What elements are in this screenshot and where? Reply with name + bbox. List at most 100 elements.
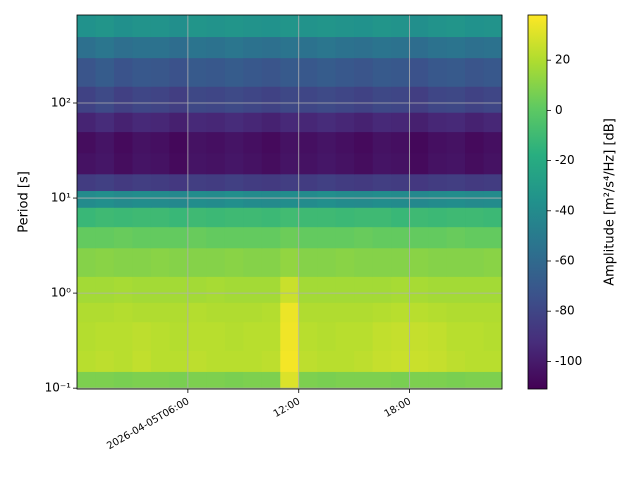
heat-cell: [409, 350, 429, 372]
heat-cell: [95, 86, 115, 113]
colorbar-tick-label: -60: [555, 253, 575, 267]
heat-cell: [150, 131, 170, 154]
heat-cell: [77, 57, 96, 87]
heat-cell: [261, 247, 281, 277]
heat-cell: [409, 371, 429, 390]
heat-cell: [483, 350, 503, 372]
heat-cell: [335, 86, 355, 113]
heat-cell: [354, 371, 374, 390]
heat-cell: [95, 350, 115, 372]
heat-cell: [150, 36, 170, 59]
heat-cell: [317, 350, 337, 372]
heat-cell: [243, 36, 263, 59]
heat-cell: [77, 276, 96, 303]
heat-cell: [317, 36, 337, 59]
heat-cell: [280, 152, 300, 175]
heat-cell: [335, 190, 355, 208]
heat-cell: [206, 371, 226, 390]
heat-cell: [187, 152, 207, 175]
heat-cell: [428, 350, 448, 372]
heat-cell: [132, 112, 152, 133]
heat-cell: [169, 207, 189, 228]
y-tick-label: 10²: [51, 96, 71, 110]
heat-cell: [187, 276, 207, 303]
heat-cell: [150, 302, 170, 323]
heat-cell: [335, 36, 355, 59]
heat-cell: [132, 302, 152, 323]
heat-cell: [391, 86, 411, 113]
heat-cell: [483, 190, 503, 208]
heat-cell: [261, 36, 281, 59]
heat-cell: [391, 57, 411, 87]
heat-cell: [243, 207, 263, 228]
heat-cell: [95, 207, 115, 228]
heat-cell: [243, 371, 263, 390]
heat-cell: [465, 112, 485, 133]
heat-cell: [298, 86, 318, 113]
heat-cell: [187, 36, 207, 59]
heat-cell: [428, 190, 448, 208]
heat-cell: [354, 207, 374, 228]
heat-cell: [298, 321, 318, 351]
heat-cell: [409, 247, 429, 277]
heat-cell: [261, 131, 281, 154]
heat-cell: [206, 302, 226, 323]
heat-cell: [113, 226, 133, 249]
heat-cell: [150, 152, 170, 175]
heat-cell: [77, 226, 96, 249]
heat-cell: [261, 190, 281, 208]
heat-cell: [187, 15, 207, 38]
heat-cell: [95, 173, 115, 192]
heat-cell: [261, 86, 281, 113]
heat-cell: [150, 173, 170, 192]
heat-cell: [132, 86, 152, 113]
heat-cell: [224, 276, 244, 303]
heat-cell: [261, 152, 281, 175]
heat-cell: [372, 152, 392, 175]
heat-cell: [150, 207, 170, 228]
heat-cell: [280, 173, 300, 192]
heat-cell: [372, 36, 392, 59]
heat-cell: [317, 226, 337, 249]
heat-cell: [335, 350, 355, 372]
heat-cell: [317, 371, 337, 390]
heat-cell: [354, 276, 374, 303]
heat-cell: [354, 190, 374, 208]
heat-cell: [206, 112, 226, 133]
heat-cell: [132, 36, 152, 59]
heat-cell: [483, 173, 503, 192]
heat-cell: [243, 350, 263, 372]
heat-cell: [372, 190, 392, 208]
heat-cell: [465, 57, 485, 87]
heat-cell: [446, 131, 466, 154]
colorbar-tick-label: -20: [555, 153, 575, 167]
heat-cell: [372, 350, 392, 372]
heat-cell: [298, 371, 318, 390]
heat-cell: [354, 36, 374, 59]
heat-cell: [224, 15, 244, 38]
heat-cell: [298, 36, 318, 59]
heat-cell: [391, 302, 411, 323]
heat-cell: [224, 371, 244, 390]
heat-cell: [428, 36, 448, 59]
heat-cell: [224, 131, 244, 154]
heat-cell: [113, 371, 133, 390]
heat-cell: [409, 321, 429, 351]
heat-cell: [428, 152, 448, 175]
heat-cell: [391, 350, 411, 372]
heat-cell: [169, 190, 189, 208]
heat-cell: [298, 112, 318, 133]
colorbar-tick-label: -80: [555, 304, 575, 318]
heat-cell: [169, 112, 189, 133]
heat-cell: [187, 247, 207, 277]
heat-cell: [132, 350, 152, 372]
x-tick-label: 2026-04-05T06:00: [105, 396, 191, 452]
heat-cell: [95, 152, 115, 175]
heat-cell: [409, 207, 429, 228]
heat-cell: [446, 371, 466, 390]
heat-cell: [428, 302, 448, 323]
heat-cell: [280, 247, 300, 277]
heat-cell: [391, 207, 411, 228]
heat-cell: [206, 350, 226, 372]
heat-cell: [113, 173, 133, 192]
